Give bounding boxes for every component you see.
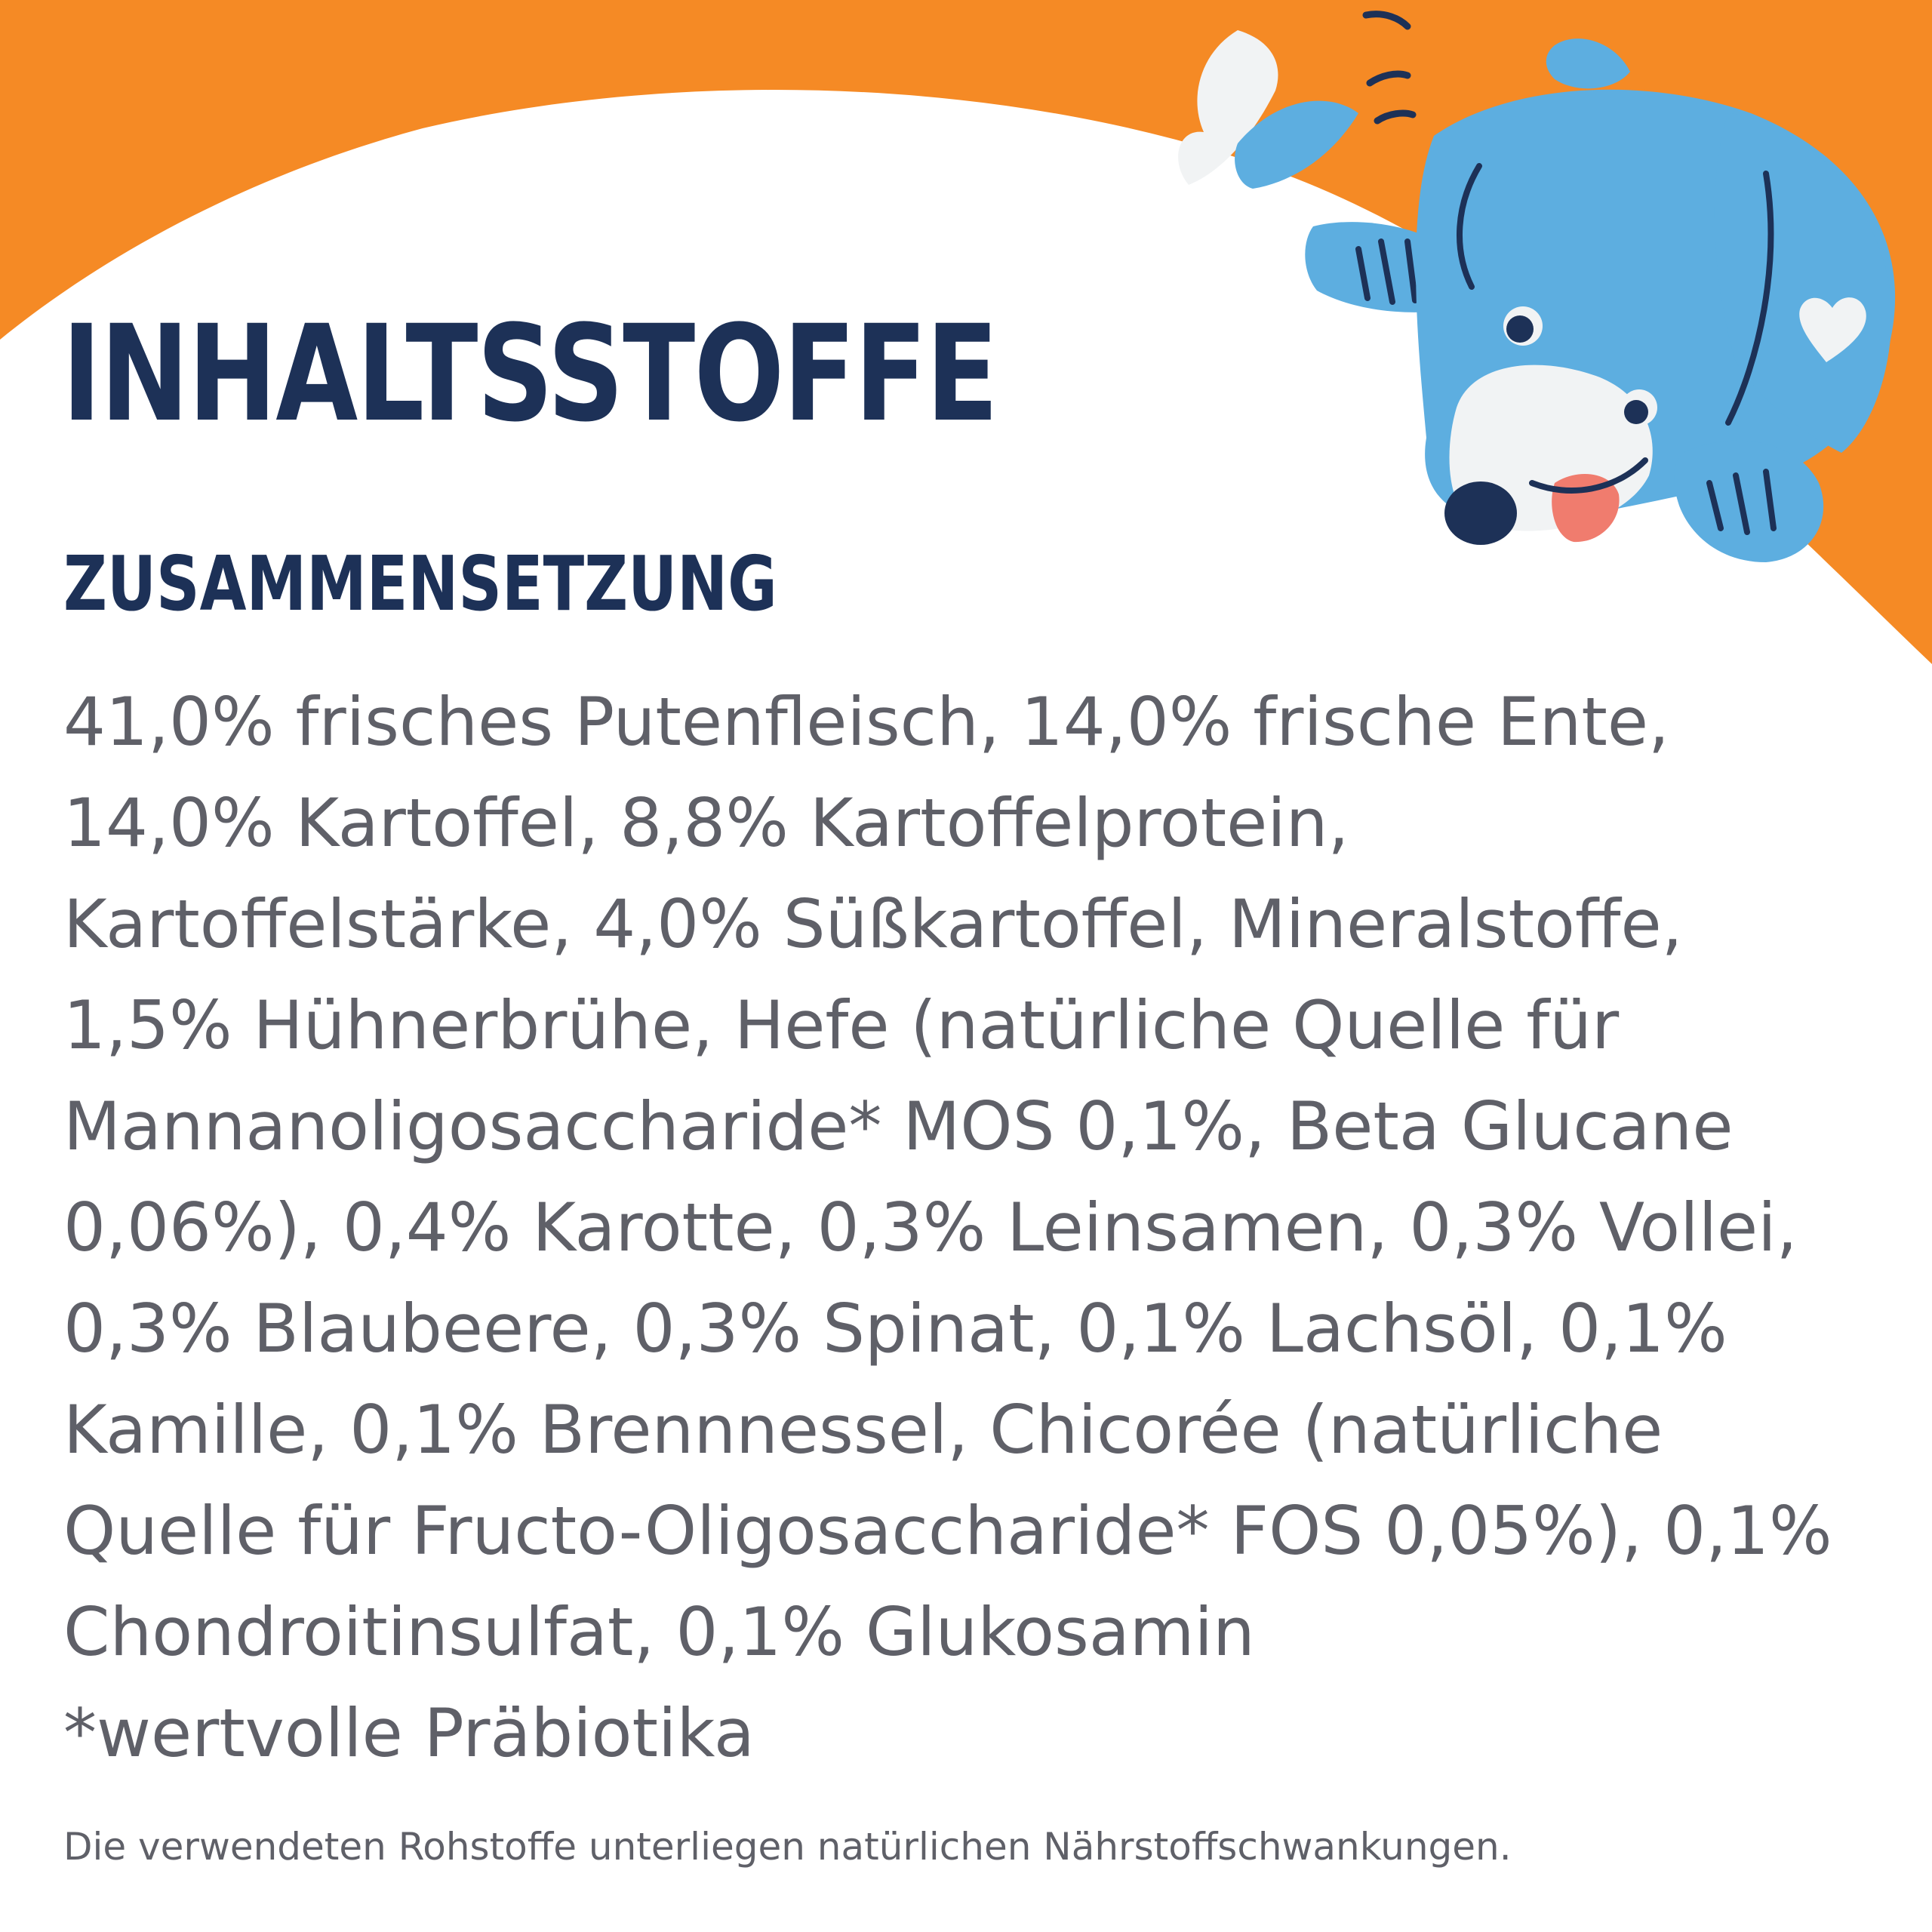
- footer-disclaimer: Die verwendeten Rohstoffe unterliegen na…: [63, 1825, 1512, 1869]
- ingredients-line: 41,0% frisches Putenfleisch, 14,0% frisc…: [63, 683, 1670, 761]
- ingredients-line: 1,5% Hühnerbrühe, Hefe (natürliche Quell…: [63, 986, 1620, 1064]
- dog-icon: [1178, 11, 1896, 562]
- ingredients-line: Chondroitinsulfat, 0,1% Glukosamin: [63, 1593, 1255, 1671]
- heart-icon: [1799, 297, 1866, 362]
- prebiotics-note: *wertvolle Präbiotika: [63, 1694, 755, 1772]
- ingredients-line: Mannanoligosaccharide* MOS 0,1%, Beta Gl…: [63, 1088, 1734, 1165]
- ingredients-line: Kartoffelstärke, 4,0% Süßkartoffel, Mine…: [63, 885, 1683, 963]
- page-title: INHALTSSTOFFE: [62, 297, 998, 451]
- section-subtitle: ZUSAMMENSETZUNG: [63, 540, 777, 628]
- ingredients-line: 0,3% Blaubeere, 0,3% Spinat, 0,1% Lachsö…: [63, 1290, 1727, 1367]
- ingredients-line: 14,0% Kartoffel, 8,8% Kartoffelprotein,: [63, 784, 1349, 862]
- ingredients-line: Kamille, 0,1% Brennnessel, Chicorée (nat…: [63, 1391, 1663, 1469]
- ingredients-line: 0,06%), 0,4% Karotte, 0,3% Leinsamen, 0,…: [63, 1189, 1798, 1266]
- ingredients-line: Quelle für Fructo-Oligosaccharide* FOS 0…: [63, 1492, 1832, 1570]
- ingredients-list: 41,0% frisches Putenfleisch, 14,0% frisc…: [63, 672, 1890, 1784]
